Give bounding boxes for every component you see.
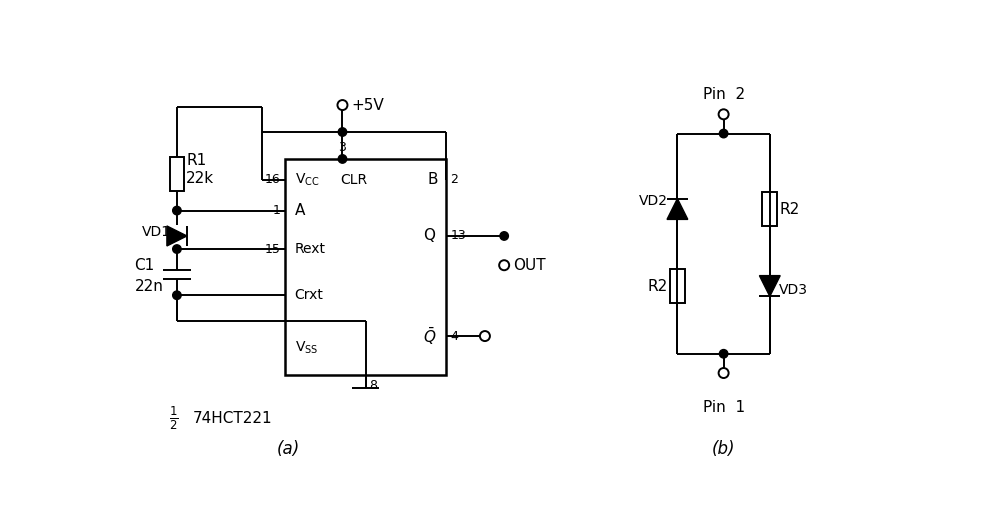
- Circle shape: [338, 154, 346, 163]
- Text: (a): (a): [276, 440, 300, 458]
- Text: Pin  1: Pin 1: [702, 400, 744, 415]
- Text: R1: R1: [186, 153, 206, 168]
- Text: $\frac{1}{2}$: $\frac{1}{2}$: [169, 405, 179, 432]
- Circle shape: [173, 206, 181, 215]
- Text: 1: 1: [272, 204, 280, 217]
- Text: VD3: VD3: [778, 283, 807, 297]
- Circle shape: [719, 350, 728, 358]
- Circle shape: [719, 129, 728, 138]
- Circle shape: [173, 291, 181, 299]
- Text: 16: 16: [264, 174, 280, 186]
- Text: Pin  2: Pin 2: [702, 87, 744, 102]
- Text: +5V: +5V: [351, 97, 384, 113]
- Text: VD2: VD2: [638, 194, 668, 208]
- Circle shape: [479, 331, 489, 341]
- Text: R2: R2: [778, 202, 798, 216]
- Text: Rext: Rext: [294, 242, 325, 256]
- Text: OUT: OUT: [513, 258, 546, 273]
- Text: CLR: CLR: [340, 173, 367, 187]
- Bar: [284, 159, 446, 375]
- Text: 2: 2: [450, 174, 457, 186]
- Text: A: A: [294, 203, 305, 218]
- Circle shape: [338, 128, 346, 136]
- Text: 22n: 22n: [134, 278, 163, 294]
- Text: 13: 13: [450, 230, 465, 242]
- Text: B: B: [426, 172, 437, 187]
- Text: Q: Q: [423, 229, 435, 243]
- Text: V$_{\rm CC}$: V$_{\rm CC}$: [294, 171, 319, 188]
- Text: V$_{\rm SS}$: V$_{\rm SS}$: [294, 340, 318, 356]
- Polygon shape: [758, 276, 779, 296]
- Bar: [169, 158, 184, 191]
- Circle shape: [499, 232, 508, 240]
- Circle shape: [173, 245, 181, 253]
- Text: 8: 8: [369, 379, 377, 392]
- Text: 4: 4: [450, 330, 457, 343]
- Circle shape: [718, 368, 728, 378]
- Bar: [761, 192, 776, 226]
- Text: VD1: VD1: [142, 225, 171, 239]
- Circle shape: [499, 260, 509, 270]
- Polygon shape: [666, 198, 687, 220]
- Text: C1: C1: [134, 258, 155, 273]
- Bar: [669, 269, 684, 303]
- Text: 74HCT221: 74HCT221: [192, 411, 271, 426]
- Text: 3: 3: [338, 141, 346, 154]
- Text: 15: 15: [264, 243, 280, 256]
- Text: Crxt: Crxt: [294, 288, 323, 302]
- Text: $\bar{Q}$: $\bar{Q}$: [422, 325, 435, 346]
- Text: R2: R2: [647, 278, 668, 294]
- Polygon shape: [167, 226, 187, 246]
- Circle shape: [337, 100, 347, 110]
- Circle shape: [718, 110, 728, 120]
- Text: (b): (b): [711, 440, 735, 458]
- Text: 22k: 22k: [186, 171, 214, 186]
